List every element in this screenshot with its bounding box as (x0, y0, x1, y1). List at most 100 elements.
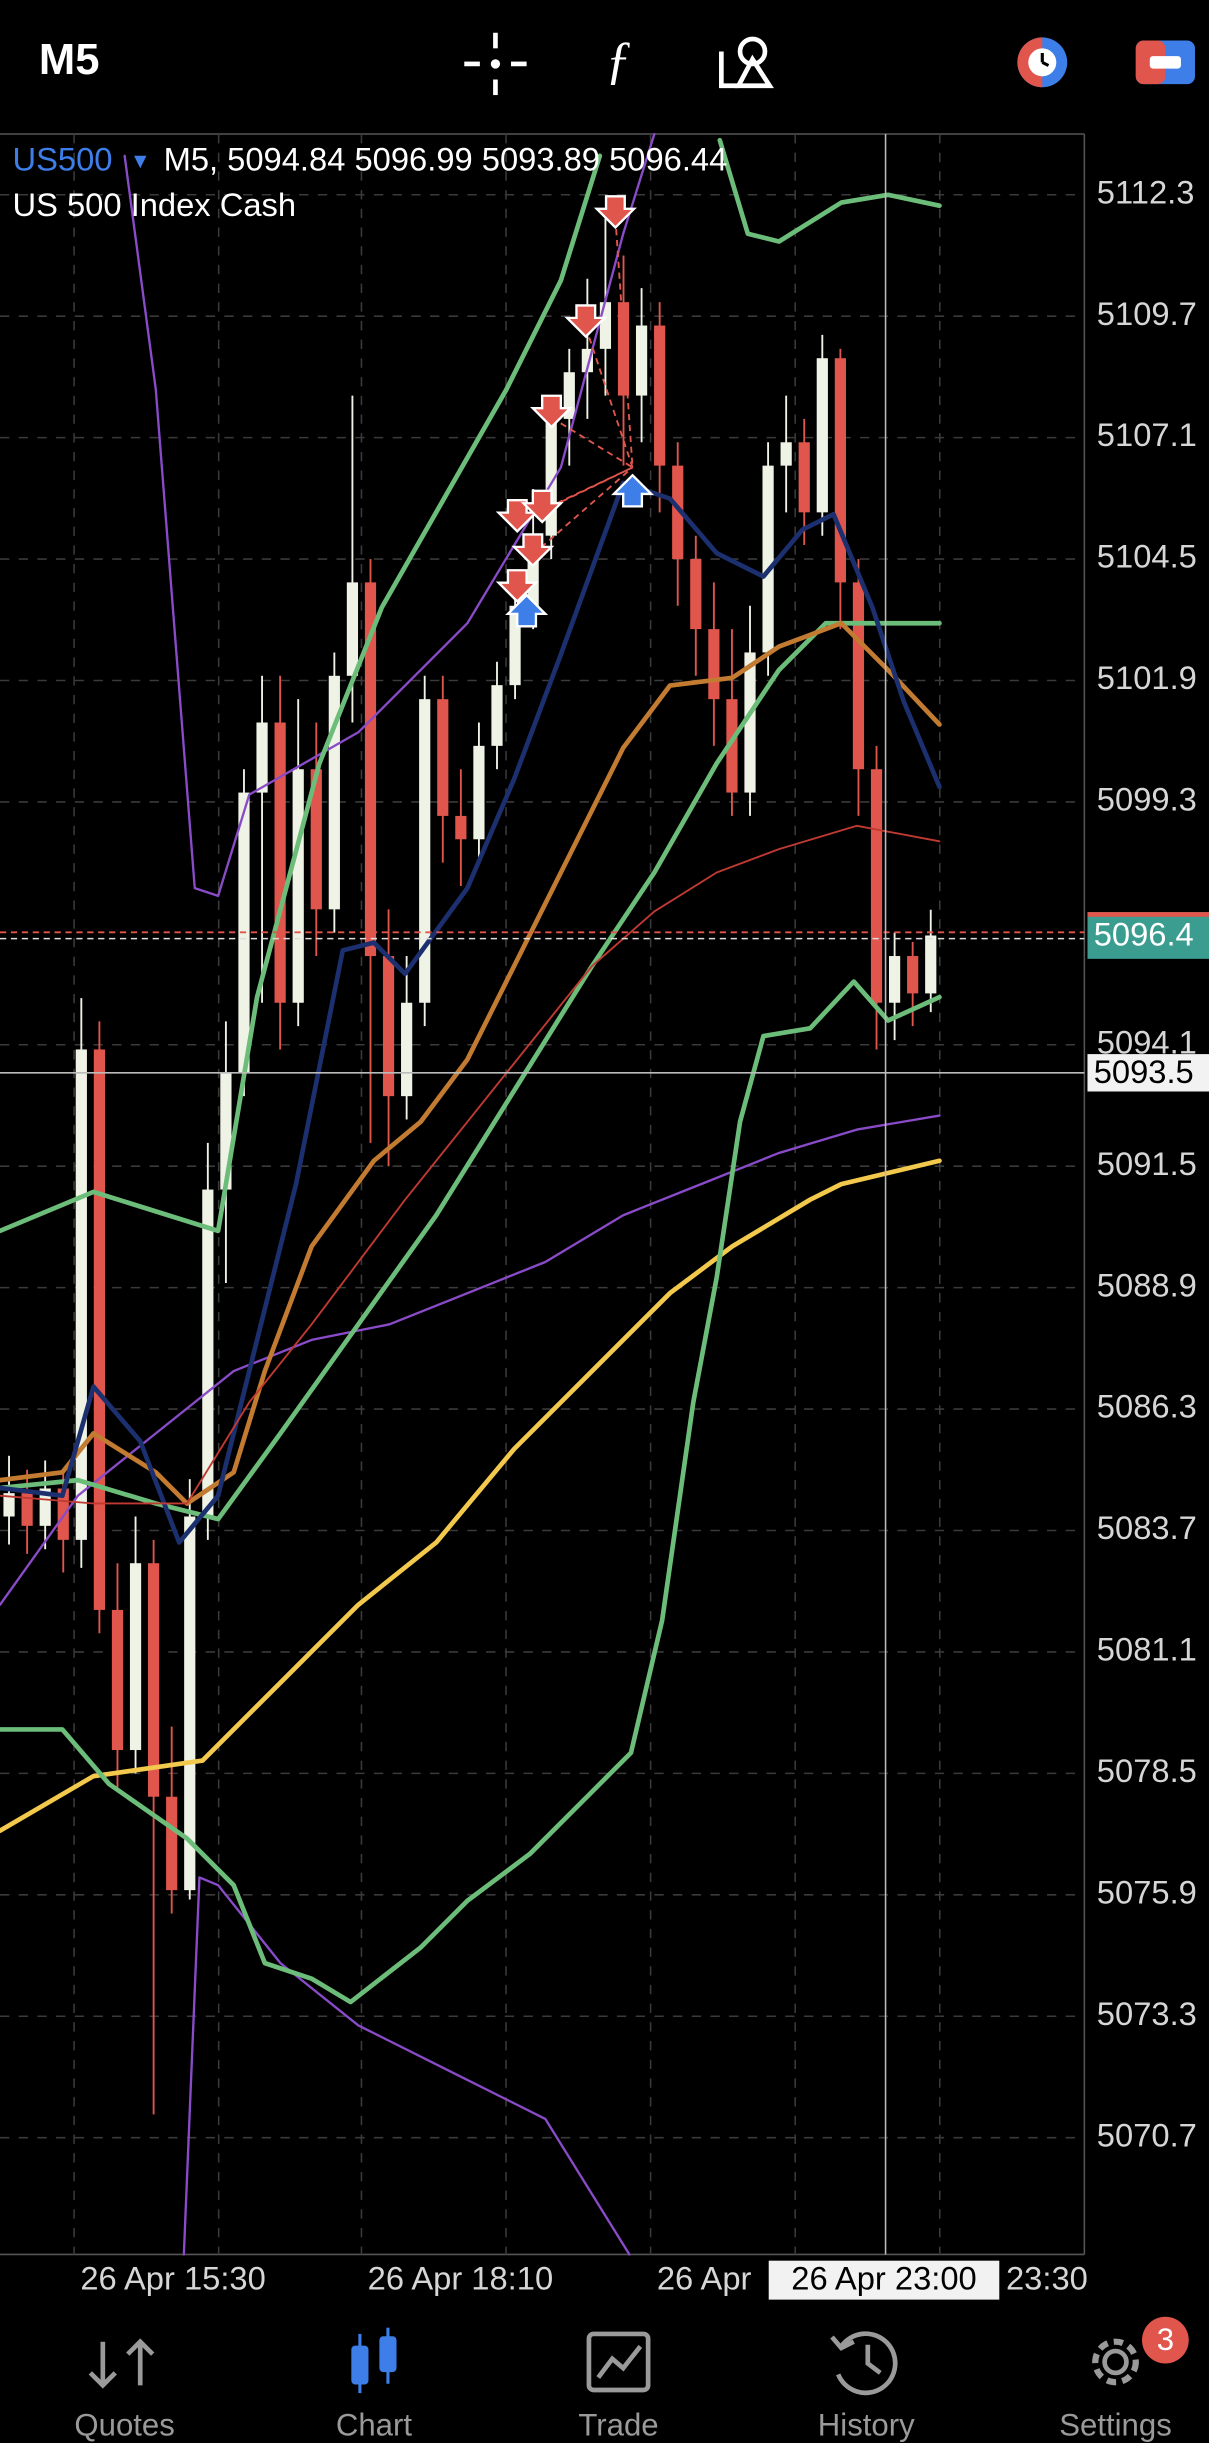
y-tick-label: 5078.5 (1097, 1752, 1197, 1789)
candle-body (129, 1563, 142, 1751)
candle-body (328, 675, 340, 910)
y-tick-label: 5083.7 (1097, 1509, 1197, 1546)
price-label: 5096.4 (1094, 916, 1194, 953)
crosshair-x-bg (768, 2260, 1000, 2300)
candle-body (744, 652, 756, 793)
y-tick-label: 5099.3 (1097, 781, 1197, 818)
y-tick-label: 5091.5 (1097, 1145, 1197, 1182)
y-tick-label: 5107.1 (1097, 416, 1197, 453)
buy-arrows (505, 473, 655, 628)
quotes-icon[interactable] (88, 2338, 155, 2389)
candle-body (816, 358, 828, 513)
candle-body (21, 1493, 33, 1526)
objects-icon[interactable] (719, 36, 774, 89)
candle-body (708, 629, 720, 700)
candle-body (401, 1002, 413, 1097)
tab-label[interactable]: History (818, 2408, 915, 2443)
one-click-icon[interactable] (1017, 37, 1068, 88)
candle-body (672, 465, 684, 560)
candle-body (473, 745, 485, 840)
candle-body (346, 582, 359, 676)
candle-body (527, 535, 539, 606)
candle-body (491, 685, 503, 746)
candle-body (419, 699, 431, 1003)
candle-body (654, 325, 666, 466)
symbol[interactable]: US500 (12, 141, 112, 178)
candle-body (93, 1049, 106, 1610)
tab-bar: 3 Quotes Chart Trade History Settings (74, 2316, 1189, 2443)
trade-markers (495, 195, 655, 628)
ohlc-summary: M5, 5094.84 5096.99 5093.89 5096.44 (164, 141, 728, 178)
indicators-icon[interactable]: ƒ (605, 32, 631, 90)
candle-body (437, 699, 449, 816)
tab-label[interactable]: Trade (578, 2408, 658, 2443)
candle-body (202, 1189, 214, 1517)
x-tick-label: 26 Apr 15:30 (80, 2260, 265, 2297)
indicator-line (182, 1876, 631, 2256)
trade-icon[interactable] (586, 2331, 651, 2393)
candle-body (690, 559, 702, 630)
trade-panel-icon[interactable] (1135, 40, 1195, 85)
candle-body (184, 1516, 196, 1891)
tab-label[interactable]: Chart (336, 2408, 412, 2443)
timeframe[interactable]: M5 (39, 36, 100, 84)
candle-body (907, 956, 919, 994)
history-icon[interactable] (830, 2331, 898, 2396)
chart-header: US500 ▾ M5, 5094.84 5096.99 5093.89 5096… (12, 141, 727, 223)
top-bar: M5 ƒ (39, 32, 1195, 96)
grid (0, 133, 1086, 2256)
crosshair-icon[interactable] (464, 32, 527, 96)
settings-icon[interactable] (1092, 2338, 1139, 2386)
candle-body (310, 769, 322, 910)
candle-body (925, 935, 937, 994)
sell-arrows (495, 195, 637, 604)
candle-body (545, 418, 557, 536)
candle-body (382, 956, 395, 1097)
crosshair-y-label: 5093.5 (1094, 1053, 1194, 1090)
y-tick-label: 5109.7 (1097, 295, 1197, 332)
candle-body (870, 769, 883, 1003)
candle-body (834, 358, 846, 583)
candle-body (888, 956, 901, 1003)
y-tick-label: 5086.3 (1097, 1388, 1197, 1425)
indicator-line (0, 153, 603, 1234)
candle-body (599, 302, 612, 349)
price-label-bg (1087, 912, 1209, 959)
indicator-line (717, 137, 942, 244)
indicator-line (0, 620, 942, 1506)
candle-body (852, 582, 865, 770)
candle-body (256, 722, 268, 793)
y-tick-label: 5112.3 (1097, 173, 1195, 210)
symbol-marker[interactable]: ▾ (134, 147, 147, 175)
indicator-line (123, 132, 656, 898)
candle-body (726, 699, 738, 793)
y-tick-label: 5081.1 (1097, 1631, 1197, 1668)
candle-body (3, 1493, 15, 1517)
overlay: 5112.35109.75107.15104.55101.95099.35094… (0, 134, 1209, 2300)
badge-count: 3 (1157, 2322, 1174, 2357)
tab-label[interactable]: Quotes (74, 2408, 174, 2443)
candle-body (780, 442, 792, 466)
candle-body (635, 325, 648, 396)
candle-body (75, 1049, 87, 1540)
candle-body (762, 465, 774, 653)
y-tick-label: 5070.7 (1097, 2116, 1197, 2153)
symbol-description: US 500 Index Cash (12, 186, 296, 223)
indicator-line (0, 979, 942, 2005)
badge (1142, 2316, 1189, 2364)
price-label-mark (1087, 912, 1209, 917)
indicator-line (0, 1114, 941, 1606)
y-tick-label: 5088.9 (1097, 1266, 1197, 1303)
tab-label[interactable]: Settings (1059, 2408, 1172, 2443)
chart-icon[interactable] (351, 2327, 397, 2394)
trade-links (516, 218, 634, 613)
candle-body (220, 1072, 232, 1190)
candle-body (455, 815, 467, 840)
candle-body (166, 1796, 178, 1891)
y-tick-label: 5073.3 (1097, 1995, 1197, 2032)
indicator-line (0, 1158, 942, 1834)
candle-body (509, 605, 521, 686)
x-tick-label: 26 Apr 18:10 (368, 2260, 553, 2297)
